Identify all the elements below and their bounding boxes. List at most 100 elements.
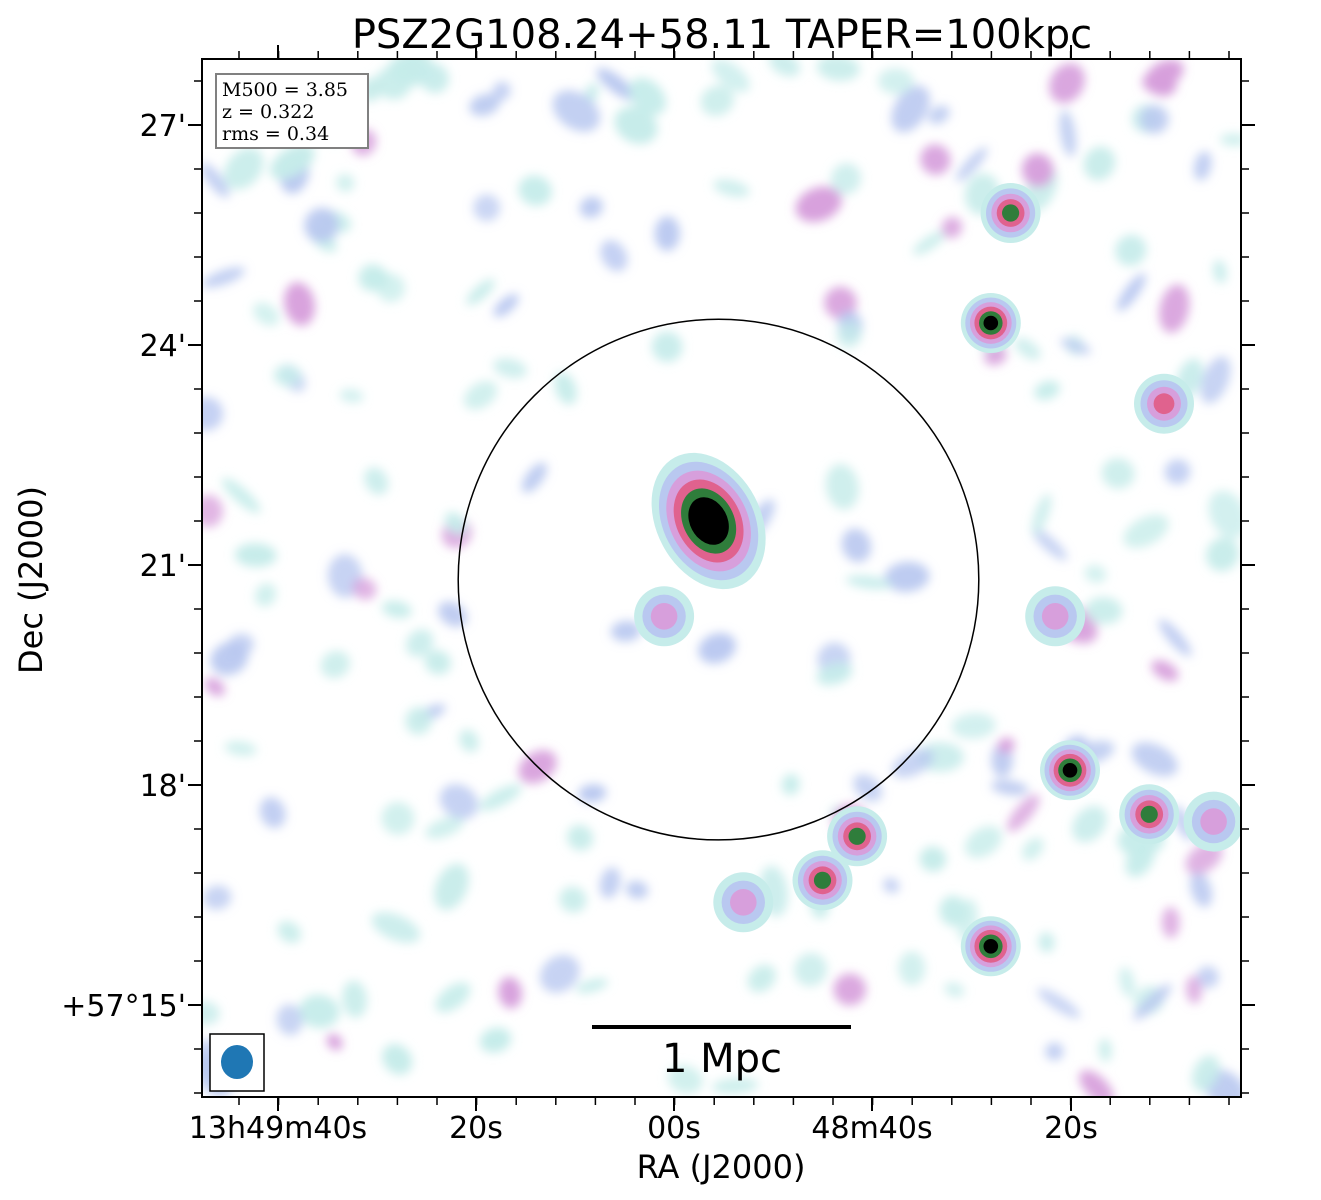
- noise-blob: [768, 59, 801, 77]
- noise-blob: [424, 650, 451, 675]
- noise-blob: [419, 63, 450, 94]
- source-e-2-level: [1153, 393, 1175, 415]
- source-e-1-level: [983, 315, 999, 331]
- axis-ticks: [188, 45, 1255, 1111]
- emission-layer: [202, 59, 1241, 1097]
- noise-blob: [700, 85, 735, 116]
- noise-blob: [552, 90, 601, 132]
- source-s-3-level: [1200, 808, 1227, 835]
- source-s-2: [792, 850, 853, 911]
- noise-blob: [1045, 1042, 1064, 1061]
- source-c-1: [634, 586, 695, 647]
- noise-blob: [882, 877, 900, 894]
- noise-blob: [1159, 284, 1190, 333]
- y-tick-label: 24': [140, 329, 186, 364]
- noise-blob: [269, 144, 315, 180]
- noise-blob: [939, 895, 968, 927]
- noise-blob: [202, 396, 224, 431]
- noise-blob: [227, 633, 254, 657]
- source-s-4-level: [730, 889, 757, 916]
- noise-blob: [539, 954, 580, 993]
- noise-blob: [585, 83, 599, 103]
- source-se-2-level: [1140, 805, 1158, 823]
- noise-blob: [941, 216, 963, 239]
- noise-blob: [614, 106, 658, 144]
- noise-blob: [435, 982, 471, 1013]
- noise-blob: [951, 713, 996, 739]
- noise-blob: [382, 1043, 413, 1075]
- scale-bar: 1 Mpc: [592, 1025, 851, 1082]
- noise-blob: [651, 331, 683, 363]
- noise-blob: [1014, 337, 1041, 360]
- noise-blob: [1196, 966, 1219, 988]
- noise-blob: [425, 816, 464, 839]
- info-rms: rms = 0.34: [222, 123, 329, 145]
- noise-blob: [1119, 966, 1136, 998]
- noise-blob: [833, 973, 867, 1006]
- noise-blob: [521, 462, 548, 493]
- noise-blob: [254, 583, 277, 607]
- y-tick-label: +57°15': [61, 989, 186, 1024]
- noise-blob: [234, 543, 277, 568]
- beam-ellipse: [221, 1045, 253, 1079]
- noise-blob: [944, 982, 965, 998]
- noise-blob: [223, 147, 264, 190]
- aperture-circle: [457, 318, 980, 841]
- noise-blob: [493, 358, 528, 379]
- source-w-1: [827, 806, 888, 867]
- noise-blob: [884, 561, 930, 593]
- noise-blob: [320, 650, 350, 679]
- noise-blob: [444, 511, 467, 535]
- noise-blob: [1116, 273, 1146, 312]
- noise-blob: [964, 826, 1002, 858]
- noise-blob: [492, 81, 511, 101]
- noise-blob: [1158, 619, 1192, 657]
- noise-blob: [912, 231, 946, 255]
- source-e-2: [1134, 373, 1194, 434]
- noise-blob: [342, 980, 368, 1018]
- noise-blob: [366, 268, 390, 291]
- noise-blob: [1072, 805, 1107, 843]
- noise-blob: [816, 59, 860, 81]
- source-se-1-level: [1062, 763, 1078, 778]
- noise-blob: [326, 1033, 343, 1051]
- noise-blob: [1206, 537, 1240, 572]
- noise-blob: [841, 528, 872, 563]
- y-tick-labels: 27' 24' 21' 18' +57°15': [61, 109, 186, 1024]
- noise-blob: [352, 577, 377, 600]
- noise-blob: [1037, 988, 1081, 1019]
- noise-blob: [628, 77, 667, 115]
- source-s-1-level: [983, 939, 999, 954]
- central-source: [651, 452, 766, 590]
- noise-blob: [711, 1077, 759, 1094]
- noise-blob: [202, 494, 224, 528]
- noise-blob: [459, 729, 479, 753]
- noise-blob: [1164, 459, 1191, 485]
- source-se-1: [1040, 740, 1100, 801]
- noise-blob: [919, 846, 947, 872]
- plot-frame: [201, 58, 1242, 1098]
- source-w-2-level: [1041, 603, 1069, 630]
- noise-blob: [610, 620, 642, 642]
- noise-blob: [479, 1027, 512, 1053]
- noise-blob: [202, 267, 245, 288]
- source-w-1-level: [848, 827, 866, 845]
- noise-blob: [375, 66, 411, 100]
- x-axis-label: RA (J2000): [637, 1148, 806, 1186]
- x-tick-label: 20s: [449, 1111, 503, 1146]
- noise-blob: [493, 293, 519, 318]
- noise-blob: [554, 372, 577, 405]
- noise-blob: [747, 964, 776, 993]
- noise-blob: [991, 780, 1029, 796]
- noise-blob: [1098, 1038, 1112, 1062]
- noise-blob: [204, 677, 226, 697]
- noise-blob: [1123, 514, 1169, 548]
- noise-blob: [277, 921, 302, 944]
- x-tick-label: 00s: [647, 1111, 701, 1146]
- noise-blob: [1191, 1055, 1220, 1092]
- noise-blob: [1213, 259, 1227, 284]
- y-tick-label: 18': [140, 769, 186, 804]
- noise-blob: [877, 68, 914, 95]
- source-e-1: [960, 293, 1021, 353]
- noise-blob: [853, 774, 883, 802]
